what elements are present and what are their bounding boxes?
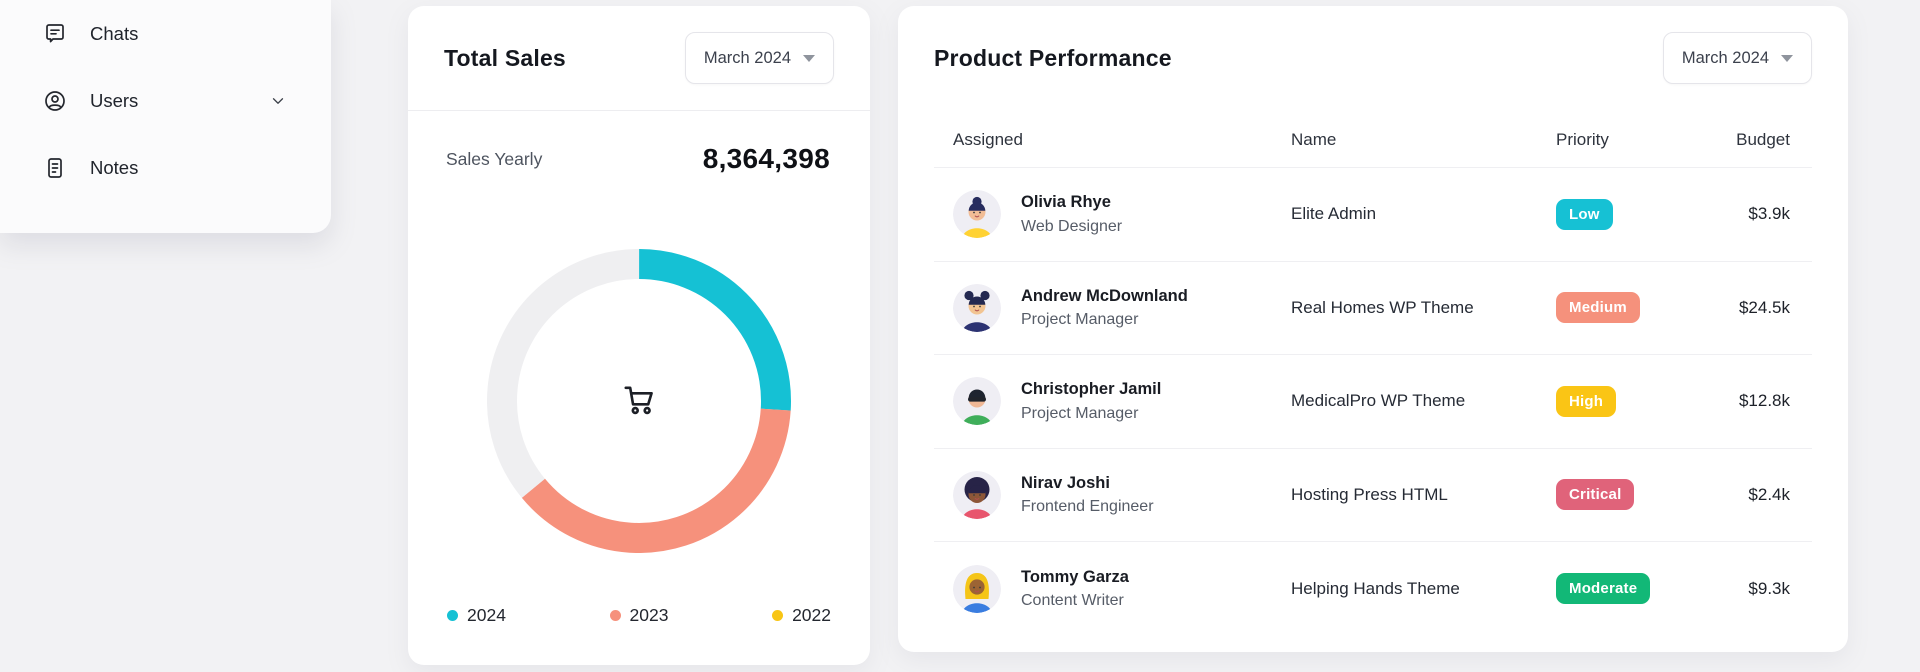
- sidebar-item-label: Notes: [90, 157, 139, 178]
- donut-chart-wrap: [408, 249, 870, 553]
- assignee-name: Olivia Rhye: [1021, 193, 1111, 211]
- table-row[interactable]: Christopher Jamil Project Manager Medica…: [934, 355, 1812, 449]
- total-sales-period-dropdown[interactable]: March 2024: [684, 32, 834, 84]
- budget-value: $12.8k: [1738, 391, 1790, 411]
- divider: [408, 110, 870, 111]
- column-header-priority: Priority: [1556, 129, 1609, 149]
- legend-label: 2022: [792, 605, 831, 625]
- priority-badge: Medium: [1556, 292, 1640, 324]
- priority-badge: Moderate: [1556, 573, 1651, 605]
- total-sales-title: Total Sales: [444, 44, 566, 71]
- product-name: Helping Hands Theme: [1291, 578, 1460, 598]
- legend-item-2022: 2022: [772, 605, 831, 626]
- caret-down-icon: [803, 54, 815, 62]
- priority-badge: High: [1556, 385, 1617, 417]
- column-header-assigned: Assigned: [953, 129, 1023, 149]
- total-sales-card: Total Sales March 2024 Sales Yearly 8,36…: [408, 6, 870, 665]
- chart-legend: 2024 2023 2022: [408, 605, 870, 626]
- product-name: MedicalPro WP Theme: [1291, 391, 1466, 411]
- sidebar-item-users[interactable]: Users: [0, 77, 331, 125]
- avatar: [953, 470, 1001, 519]
- product-name: Real Homes WP Theme: [1291, 297, 1474, 317]
- table-header-row: Assigned Name Priority Budget: [934, 112, 1812, 168]
- shopping-cart-icon: [624, 386, 653, 415]
- product-performance-period-dropdown[interactable]: March 2024: [1662, 32, 1812, 84]
- budget-value: $3.9k: [1748, 204, 1790, 224]
- table-row[interactable]: Olivia Rhye Web Designer Elite Admin Low…: [934, 168, 1812, 262]
- assigned-cell: Olivia Rhye Web Designer: [934, 190, 1291, 239]
- table-row[interactable]: Nirav Joshi Frontend Engineer Hosting Pr…: [934, 449, 1812, 542]
- avatar: [953, 190, 1001, 239]
- column-header-budget: Budget: [1736, 129, 1790, 149]
- product-name: Hosting Press HTML: [1291, 484, 1448, 504]
- chat-icon: [46, 24, 64, 43]
- assignee-role: Content Writer: [1021, 592, 1124, 609]
- table-row[interactable]: Tommy Garza Content Writer Helping Hands…: [934, 542, 1812, 636]
- avatar: [953, 377, 1001, 426]
- period-label: March 2024: [703, 48, 791, 67]
- chevron-down-icon[interactable]: [269, 92, 287, 110]
- priority-badge: Low: [1556, 198, 1613, 230]
- sidebar-item-notes[interactable]: Notes: [0, 144, 331, 192]
- table-body: Olivia Rhye Web Designer Elite Admin Low…: [934, 168, 1812, 636]
- legend-label: 2023: [629, 605, 669, 625]
- assigned-cell: Andrew McDownland Project Manager: [934, 283, 1291, 332]
- avatar: [953, 564, 1001, 613]
- avatar: [953, 283, 1001, 332]
- sales-yearly-label: Sales Yearly: [446, 148, 543, 169]
- assigned-cell: Tommy Garza Content Writer: [934, 564, 1291, 613]
- sidebar: Chats Users Notes: [0, 0, 331, 233]
- budget-value: $2.4k: [1748, 484, 1790, 504]
- budget-value: $9.3k: [1748, 578, 1790, 598]
- legend-item-2023: 2023: [609, 605, 669, 626]
- assignee-role: Project Manager: [1021, 404, 1139, 422]
- product-performance-title: Product Performance: [934, 44, 1172, 71]
- product-performance-card: Product Performance March 2024 Assigned …: [898, 6, 1848, 652]
- priority-badge: Critical: [1556, 479, 1635, 511]
- assignee-role: Web Designer: [1021, 217, 1123, 235]
- assignee-role: Frontend Engineer: [1021, 498, 1154, 515]
- assigned-cell: Christopher Jamil Project Manager: [934, 377, 1291, 426]
- legend-dot-salmon: [609, 610, 621, 621]
- legend-dot-teal: [447, 610, 458, 621]
- column-header-name: Name: [1291, 129, 1337, 149]
- assignee-name: Nirav Joshi: [1021, 473, 1110, 492]
- sidebar-item-chats[interactable]: Chats: [0, 10, 331, 58]
- budget-value: $24.5k: [1738, 297, 1790, 317]
- period-label: March 2024: [1681, 48, 1769, 67]
- assignee-role: Project Manager: [1021, 311, 1139, 328]
- table-row[interactable]: Andrew McDownland Project Manager Real H…: [934, 262, 1812, 355]
- user-circle-icon: [45, 91, 65, 111]
- notes-icon: [48, 158, 62, 178]
- sidebar-item-label: Users: [90, 90, 139, 111]
- donut-chart: [487, 249, 791, 553]
- assignee-name: Tommy Garza: [1021, 567, 1129, 586]
- legend-item-2024: 2024: [447, 605, 506, 626]
- product-name: Elite Admin: [1291, 204, 1377, 224]
- sidebar-item-label: Chats: [90, 23, 139, 44]
- assigned-cell: Nirav Joshi Frontend Engineer: [934, 470, 1291, 519]
- legend-dot-yellow: [772, 610, 784, 621]
- assignee-name: Christopher Jamil: [1021, 380, 1162, 398]
- product-table: Assigned Name Priority Budget Olivia Rhy…: [898, 112, 1848, 636]
- legend-label: 2024: [467, 605, 506, 625]
- assignee-name: Andrew McDownland: [1021, 286, 1188, 305]
- caret-down-icon: [1781, 54, 1793, 62]
- sales-yearly-value: 8,364,398: [702, 143, 830, 174]
